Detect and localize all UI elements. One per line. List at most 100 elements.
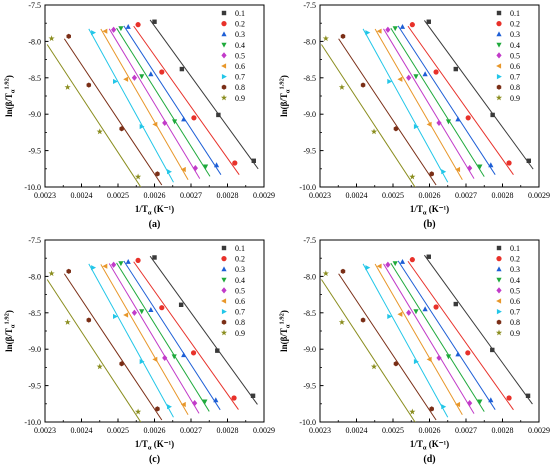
legend-marker-0.7 (496, 309, 502, 315)
y-axis-title: ln(β/Tα1.92) (4, 310, 17, 352)
data-point-0.5 (131, 74, 138, 81)
fit-line-0.7 (88, 28, 174, 183)
chart-panel-4: 0.0023 0.0024 0.0025 0.0026 0.0027 0.0028 0.00… (279, 236, 550, 465)
data-point-0.8 (155, 171, 160, 177)
data-point-0.2 (191, 115, 197, 121)
y-tick-label: -10.0 (299, 183, 316, 192)
panel-label: (b) (423, 219, 435, 230)
chart-panel-3: 0.0023 0.0024 0.0025 0.0026 0.0027 0.0028 0.00… (4, 236, 276, 465)
data-point-0.8 (66, 33, 71, 39)
legend-label: 0.2 (235, 20, 245, 29)
legend-marker-0.5 (496, 287, 502, 294)
legend: 0.1 0.20.3 0.40.5 0.6 0.70.8 0.9 (495, 9, 520, 103)
data-point-0.5 (467, 399, 473, 407)
data-point-0.9 (48, 270, 55, 277)
fit-line-0.3 (397, 25, 496, 175)
legend-marker-0.9 (220, 94, 228, 101)
x-tick-label: 0.0027 (455, 191, 477, 200)
data-point-0.9 (409, 408, 416, 415)
data-point-0.1 (525, 393, 531, 399)
y-tick-label: -7.5 (303, 236, 316, 245)
data-point-0.4 (445, 354, 452, 360)
fit-line-0.5 (108, 263, 200, 414)
data-point-0.3 (181, 116, 187, 122)
data-point-0.3 (488, 397, 494, 403)
data-point-0.5 (436, 354, 442, 362)
data-point-0.4 (477, 164, 483, 170)
data-point-0.8 (119, 126, 124, 132)
fit-line-0.6 (100, 264, 189, 416)
fit-line-0.9 (46, 279, 142, 422)
legend-label: 0.4 (510, 41, 520, 50)
x-tick-label: 0.0028 (492, 191, 514, 200)
y-tick-label: -7.5 (28, 236, 41, 245)
x-tick-label: 0.0025 (107, 191, 129, 200)
data-point-0.4 (392, 261, 398, 267)
legend-marker-0.9 (220, 329, 228, 336)
fit-line-0.6 (374, 263, 463, 416)
data-point-0.9 (64, 84, 71, 90)
data-point-0.5 (192, 399, 198, 407)
data-point-0.8 (360, 82, 366, 88)
data-point-0.7 (387, 313, 393, 320)
data-point-0.7 (139, 358, 145, 365)
data-point-0.1 (178, 302, 184, 308)
legend-label: 0.1 (235, 9, 245, 18)
data-point-0.5 (406, 74, 412, 81)
data-point-0.8 (429, 406, 434, 412)
y-tick-label: -8.5 (303, 309, 316, 318)
legend: 0.1 0.20.3 0.40.5 0.6 0.70.8 0.9 (220, 244, 245, 338)
data-point-0.5 (162, 354, 168, 362)
data-point-0.1 (453, 66, 458, 72)
legend-marker-0.6 (496, 63, 502, 69)
data-point-0.9 (48, 35, 55, 42)
data-point-0.1 (152, 255, 157, 260)
y-tick-label: -10.0 (299, 418, 316, 427)
data-point-0.4 (171, 354, 177, 360)
data-point-0.8 (86, 317, 92, 323)
y-tick-label: -9.0 (303, 110, 316, 119)
chart-panel-2: 0.0023 0.0024 0.0025 0.0026 0.0027 0.0028 0.00… (279, 1, 550, 230)
legend-label: 0.4 (235, 276, 245, 285)
data-point-0.6 (123, 76, 129, 82)
x-axis-title: 1/Tα (K⁻¹) (410, 439, 449, 452)
data-point-0.5 (192, 164, 198, 172)
data-point-0.1 (250, 393, 256, 399)
x-tick-label: 0.0023 (34, 191, 56, 200)
data-point-0.6 (102, 263, 108, 269)
legend-label: 0.9 (510, 329, 520, 338)
plot-area (321, 19, 534, 187)
data-point-0.2 (135, 22, 141, 28)
data-point-0.1 (216, 112, 221, 118)
legend-marker-0.2 (221, 256, 227, 262)
legend-label: 0.6 (235, 62, 245, 71)
data-point-0.8 (119, 361, 124, 367)
data-point-0.2 (231, 395, 237, 401)
legend-label: 0.1 (510, 9, 520, 18)
legend-label: 0.3 (235, 30, 245, 39)
data-point-0.3 (399, 23, 406, 29)
fit-line-0.7 (362, 28, 449, 183)
data-point-0.6 (455, 401, 461, 408)
legend-marker-0.9 (495, 329, 503, 336)
x-axis-title: 1/Tα (K⁻¹) (135, 439, 174, 452)
data-point-0.5 (131, 309, 138, 316)
y-tick-label: -10.0 (24, 418, 41, 427)
fit-line-0.2 (133, 261, 239, 410)
data-point-0.6 (152, 356, 158, 362)
data-point-0.5 (162, 119, 168, 127)
legend-marker-0.6 (221, 63, 227, 69)
x-tick-label: 0.0027 (180, 191, 202, 200)
y-tick-label: -9.5 (303, 382, 316, 391)
data-point-0.5 (436, 119, 442, 127)
legend-marker-0.2 (496, 256, 502, 262)
data-point-0.6 (376, 263, 382, 269)
data-point-0.9 (322, 270, 329, 277)
legend-label: 0.7 (510, 308, 520, 317)
legend-marker-0.3 (496, 266, 502, 272)
data-point-0.7 (91, 265, 97, 271)
legend-marker-0.5 (221, 52, 227, 59)
legend-label: 0.2 (510, 20, 520, 29)
fit-line-0.3 (123, 25, 222, 175)
data-point-0.4 (477, 399, 483, 405)
